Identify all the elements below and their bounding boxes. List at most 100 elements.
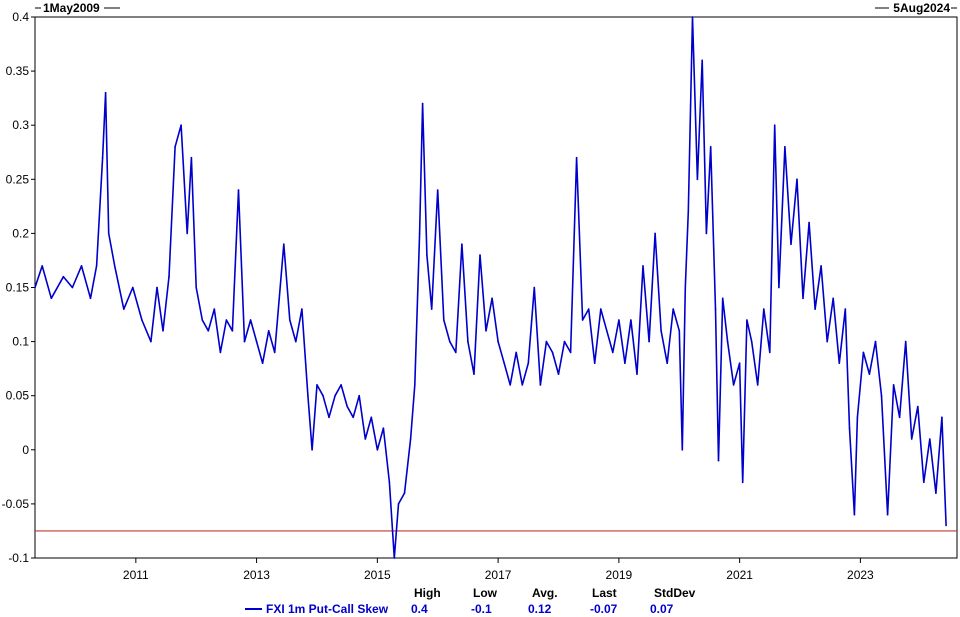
data-point bbox=[784, 146, 786, 148]
data-point bbox=[563, 340, 566, 343]
data-point bbox=[393, 557, 396, 559]
data-point bbox=[575, 156, 578, 159]
data-point bbox=[141, 319, 143, 321]
data-point bbox=[267, 330, 270, 332]
data-point bbox=[340, 384, 342, 386]
data-point bbox=[802, 297, 804, 300]
data-point bbox=[168, 275, 170, 278]
data-point bbox=[848, 427, 851, 430]
data-point bbox=[421, 102, 424, 105]
data-point bbox=[485, 330, 487, 332]
data-point bbox=[364, 438, 367, 440]
data-point bbox=[838, 362, 841, 365]
end-date-label: 5Aug2024 bbox=[893, 1, 950, 15]
data-point bbox=[150, 340, 152, 343]
data-point bbox=[696, 178, 699, 181]
data-point bbox=[714, 308, 717, 310]
data-point bbox=[219, 351, 222, 354]
data-point bbox=[624, 362, 626, 365]
data-point bbox=[581, 319, 584, 321]
data-point bbox=[709, 146, 712, 148]
data-point bbox=[426, 254, 428, 256]
data-point bbox=[213, 308, 216, 310]
y-tick-label: 0.2 bbox=[12, 226, 29, 240]
data-point bbox=[874, 340, 877, 343]
data-point bbox=[746, 319, 748, 321]
data-point bbox=[666, 362, 668, 365]
data-point bbox=[461, 243, 463, 245]
data-point bbox=[648, 340, 650, 343]
data-point bbox=[41, 265, 43, 267]
data-point bbox=[778, 286, 780, 289]
stats-header-high: High bbox=[414, 586, 441, 600]
data-point bbox=[618, 319, 620, 321]
x-axis: 2011 2013 2015 2017 2019 2021 2023 bbox=[123, 558, 874, 582]
data-point bbox=[945, 524, 947, 527]
data-point bbox=[732, 384, 735, 386]
data-point bbox=[455, 351, 457, 354]
data-point bbox=[612, 351, 614, 354]
data-point bbox=[346, 405, 349, 408]
data-point bbox=[636, 373, 638, 375]
data-point bbox=[403, 492, 406, 494]
data-point bbox=[71, 286, 74, 289]
data-point bbox=[929, 438, 931, 440]
data-point bbox=[307, 394, 309, 397]
data-point bbox=[569, 351, 572, 354]
data-point bbox=[162, 330, 164, 332]
data-point bbox=[941, 416, 943, 419]
data-point bbox=[898, 416, 901, 419]
data-point bbox=[358, 394, 361, 397]
data-point bbox=[587, 308, 590, 310]
data-point bbox=[34, 286, 36, 289]
data-point bbox=[186, 232, 188, 235]
data-point bbox=[123, 308, 125, 310]
data-point bbox=[443, 319, 445, 321]
data-point bbox=[388, 481, 391, 484]
data-point bbox=[826, 340, 828, 343]
data-point bbox=[174, 146, 176, 148]
data-point bbox=[600, 308, 602, 310]
data-point bbox=[910, 438, 913, 440]
data-point bbox=[101, 156, 104, 159]
data-point bbox=[557, 373, 560, 375]
data-point bbox=[687, 211, 690, 213]
data-point bbox=[820, 265, 822, 267]
data-point bbox=[630, 319, 632, 321]
data-point bbox=[515, 351, 517, 354]
data-point bbox=[491, 297, 493, 300]
y-tick-label: -0.05 bbox=[2, 497, 30, 511]
data-point bbox=[352, 416, 355, 419]
data-point bbox=[255, 340, 258, 343]
data-point bbox=[316, 384, 318, 386]
data-point bbox=[289, 319, 291, 321]
data-point bbox=[207, 330, 210, 332]
data-point bbox=[756, 384, 759, 386]
data-point bbox=[283, 243, 285, 245]
data-point bbox=[376, 449, 379, 451]
data-point bbox=[243, 340, 246, 343]
stats-table: High Low Avg. Last StdDev 0.4 -0.1 0.12 … bbox=[411, 586, 696, 616]
data-point bbox=[935, 492, 937, 494]
data-point bbox=[231, 330, 234, 332]
data-point bbox=[311, 449, 313, 451]
data-point bbox=[249, 319, 252, 321]
data-point bbox=[773, 124, 776, 126]
data-point bbox=[678, 330, 681, 332]
data-point bbox=[654, 232, 656, 235]
data-point bbox=[763, 308, 765, 310]
data-point bbox=[551, 351, 554, 354]
data-point bbox=[672, 308, 674, 310]
stats-value-high: 0.4 bbox=[411, 602, 428, 616]
data-point bbox=[479, 254, 481, 256]
data-point bbox=[856, 416, 859, 419]
data-point bbox=[80, 265, 83, 267]
data-point bbox=[225, 319, 228, 321]
data-point bbox=[473, 373, 475, 375]
y-axis: 0.4 0.35 0.3 0.25 0.2 0.15 0.1 0.05 0 -0.05 -0.1 bbox=[2, 10, 35, 565]
data-point bbox=[509, 384, 512, 386]
data-point bbox=[409, 438, 412, 440]
data-point bbox=[539, 384, 542, 386]
data-point bbox=[769, 351, 771, 354]
